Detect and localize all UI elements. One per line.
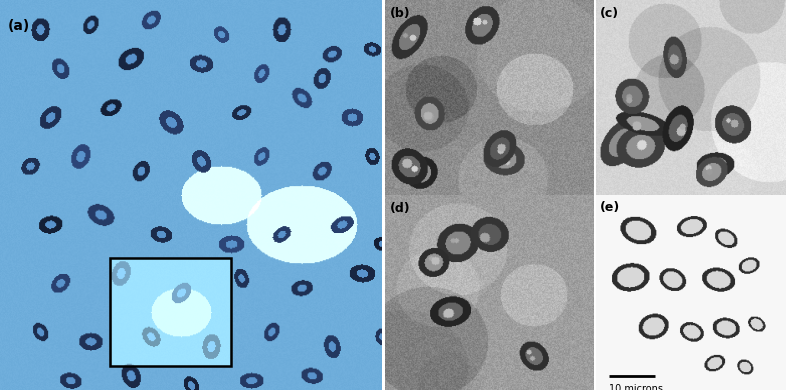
Bar [110,258,231,366]
Text: (b): (b) [390,7,410,20]
Text: 10 microns: 10 microns [609,384,663,390]
Text: (c): (c) [600,7,619,20]
Text: (a): (a) [8,20,31,34]
Text: (e): (e) [600,201,620,214]
Text: (d): (d) [390,202,410,214]
